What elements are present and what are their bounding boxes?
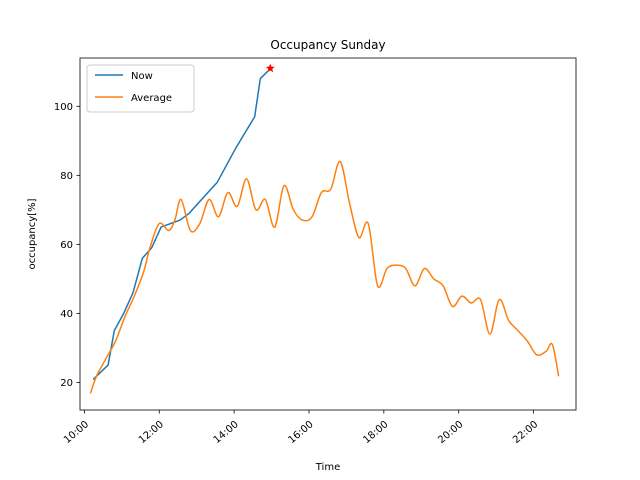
current-value-star-marker bbox=[265, 63, 275, 73]
legend: Now Average bbox=[86, 64, 195, 113]
y-tick-label: 100 bbox=[54, 102, 73, 113]
series-line-average bbox=[89, 160, 560, 394]
legend-label-now: Now bbox=[131, 71, 153, 82]
legend-box bbox=[86, 64, 195, 113]
y-tick-label: 80 bbox=[60, 171, 73, 182]
legend-label-average: Average bbox=[131, 93, 172, 104]
y-tick-label: 40 bbox=[60, 309, 73, 320]
y-tick-label: 60 bbox=[60, 240, 73, 251]
y-axis-label: occupancy[%] bbox=[27, 198, 38, 269]
axes-frame bbox=[79, 57, 577, 411]
y-tick-label: 20 bbox=[60, 378, 73, 389]
y-axis-ticks: 20 40 60 80 100 bbox=[54, 102, 80, 389]
chart-title: Occupancy Sunday bbox=[270, 38, 385, 52]
series-line-now bbox=[92, 70, 269, 380]
axes-background bbox=[80, 58, 576, 410]
plot-area bbox=[80, 58, 576, 410]
x-axis-label: Time bbox=[315, 462, 340, 473]
series-layer bbox=[89, 63, 560, 394]
